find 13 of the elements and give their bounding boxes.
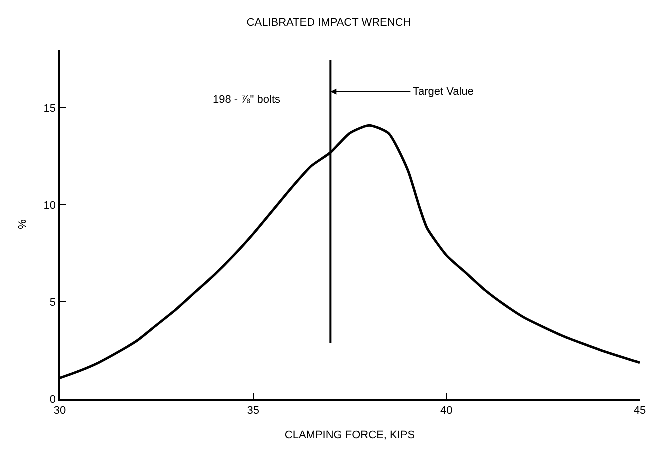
ref-line-label: Target Value [413, 86, 474, 98]
y-tick-label: 0 [50, 394, 56, 406]
x-tick-label: 35 [247, 404, 260, 417]
x-axis-title: CLAMPING FORCE, KIPS [284, 430, 416, 442]
x-tick-label: 40 [440, 404, 453, 417]
y-tick-label: 5 [50, 296, 56, 309]
annotation: 198 - ⅞" bolts [213, 94, 281, 106]
chart-title: CALIBRATED IMPACT WRENCH [246, 16, 412, 29]
y-tick-label: 15 [44, 103, 56, 116]
y-tick-label: 10 [44, 200, 56, 212]
x-tick-label: 45 [634, 404, 646, 417]
y-axis-title: % [16, 219, 29, 230]
x-tick-label: 30 [54, 404, 66, 417]
